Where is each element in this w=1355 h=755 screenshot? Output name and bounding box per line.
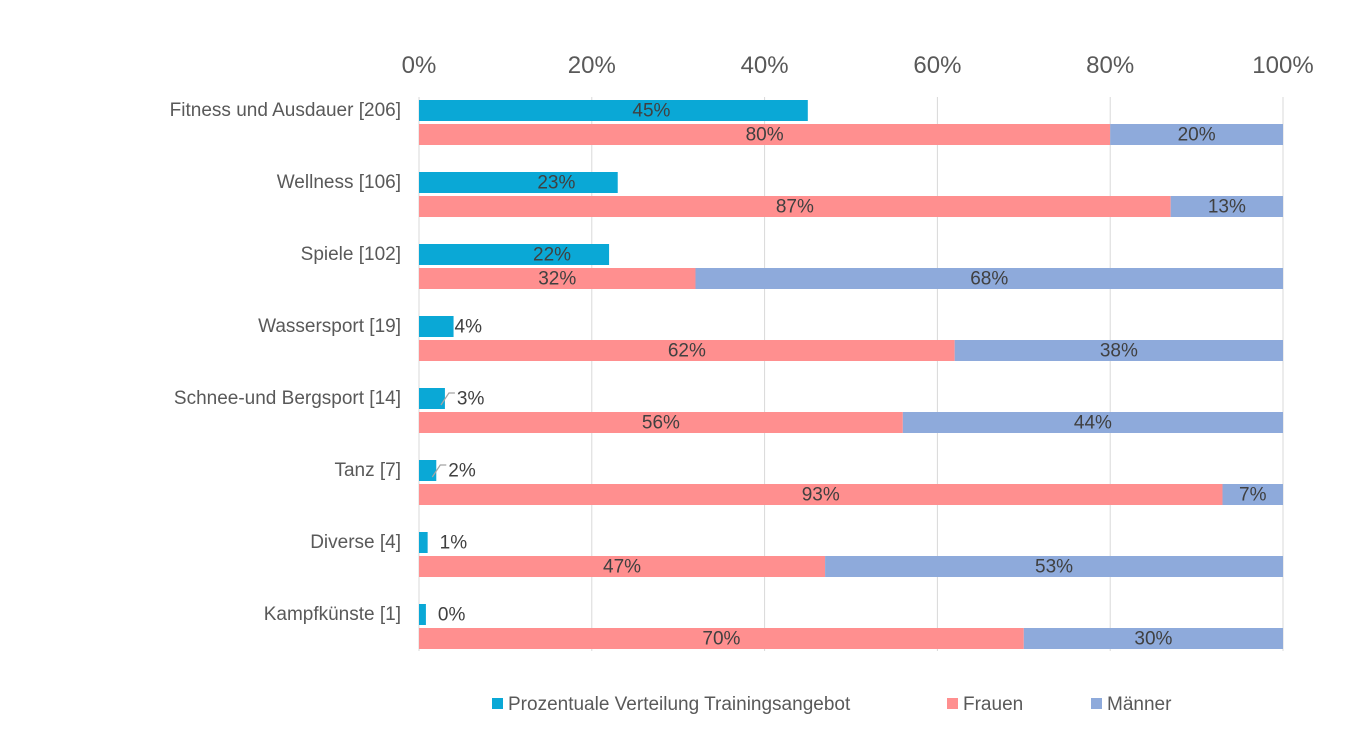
bar-men <box>1110 124 1283 145</box>
category-label: Spiele [102] <box>301 244 401 265</box>
data-label-women: 80% <box>746 125 784 146</box>
data-label-women: 93% <box>802 485 840 506</box>
bar-women <box>419 124 1111 145</box>
x-tick-label: 20% <box>568 52 616 79</box>
data-label-men: 13% <box>1208 197 1246 218</box>
x-tick-label: 60% <box>913 52 961 79</box>
data-label-men: 44% <box>1074 413 1112 434</box>
data-label-men: 38% <box>1100 341 1138 362</box>
data-label-men: 68% <box>970 269 1008 290</box>
bar-distribution <box>419 460 437 481</box>
x-tick-label: 80% <box>1086 52 1134 79</box>
category-label: Tanz [7] <box>334 460 401 481</box>
bar-women <box>419 340 955 361</box>
x-axis-ticks: 0% 20% 40% 60% 80% 100% <box>402 52 1314 79</box>
legend-label: Männer <box>1107 694 1172 715</box>
data-label-distribution: 2% <box>448 461 476 482</box>
bar-men <box>1222 484 1283 505</box>
data-label-distribution: 3% <box>457 389 485 410</box>
x-tick-label: 0% <box>402 52 437 79</box>
data-label-distribution: 4% <box>455 317 483 338</box>
category-label: Kampfkünste [1] <box>264 604 401 625</box>
legend-label: Frauen <box>963 694 1023 715</box>
legend-swatch <box>1091 698 1102 709</box>
category-label: Wellness [106] <box>277 172 401 193</box>
category-label: Fitness und Ausdauer [206] <box>170 100 401 121</box>
bar-women <box>419 484 1223 505</box>
category-label: Schnee-und Bergsport [14] <box>174 388 401 409</box>
data-label-distribution: 22% <box>533 245 571 266</box>
bar-women <box>419 268 696 289</box>
bar-men <box>902 412 1283 433</box>
leader-line <box>431 464 447 478</box>
data-label-men: 20% <box>1178 125 1216 146</box>
bar-women <box>419 196 1171 217</box>
bar-men <box>954 340 1283 361</box>
bar-men <box>825 556 1283 577</box>
data-label-distribution: 23% <box>537 173 575 194</box>
bar-men <box>695 268 1283 289</box>
data-label-women: 32% <box>538 269 576 290</box>
data-label-men: 53% <box>1035 557 1073 578</box>
data-label-women: 70% <box>702 629 740 650</box>
legend-label: Prozentuale Verteilung Trainingsangebot <box>508 694 851 715</box>
bar-distribution <box>419 604 426 625</box>
bar-distribution <box>419 100 808 121</box>
bar-women <box>419 556 826 577</box>
data-label-men: 30% <box>1134 629 1172 650</box>
bar-women <box>419 628 1024 649</box>
leader-line <box>440 392 455 406</box>
bar-distribution <box>419 316 454 337</box>
category-label: Diverse [4] <box>310 532 401 553</box>
bars <box>419 100 1283 649</box>
category-labels: Fitness und Ausdauer [206] Wellness [106]… <box>170 100 401 625</box>
bar-men <box>1023 628 1283 649</box>
data-label-women: 87% <box>776 197 814 218</box>
legend-swatch <box>947 698 958 709</box>
category-label: Wassersport [19] <box>258 316 401 337</box>
bar-distribution <box>419 244 610 265</box>
data-label-distribution: 45% <box>632 101 670 122</box>
bar-distribution <box>419 388 445 409</box>
bar-men <box>1170 196 1283 217</box>
bar-distribution <box>419 172 618 193</box>
x-tick-label: 40% <box>741 52 789 79</box>
data-label-women: 62% <box>668 341 706 362</box>
x-tick-label: 100% <box>1252 52 1313 79</box>
bar-distribution <box>419 532 428 553</box>
data-label-women: 47% <box>603 557 641 578</box>
data-label-women: 56% <box>642 413 680 434</box>
data-label-men: 7% <box>1239 485 1267 506</box>
data-labels: 45% 80% 20% 23% 87% 13% 22% 32% 68% 4% 62% 38% 3% 56%… <box>431 101 1267 650</box>
legend-swatch <box>492 698 503 709</box>
legend: Prozentuale Verteilung Trainingsangebot F… <box>492 694 1172 715</box>
bar-women <box>419 412 903 433</box>
data-label-distribution: 1% <box>440 533 468 554</box>
data-label-distribution: 0% <box>438 605 466 626</box>
